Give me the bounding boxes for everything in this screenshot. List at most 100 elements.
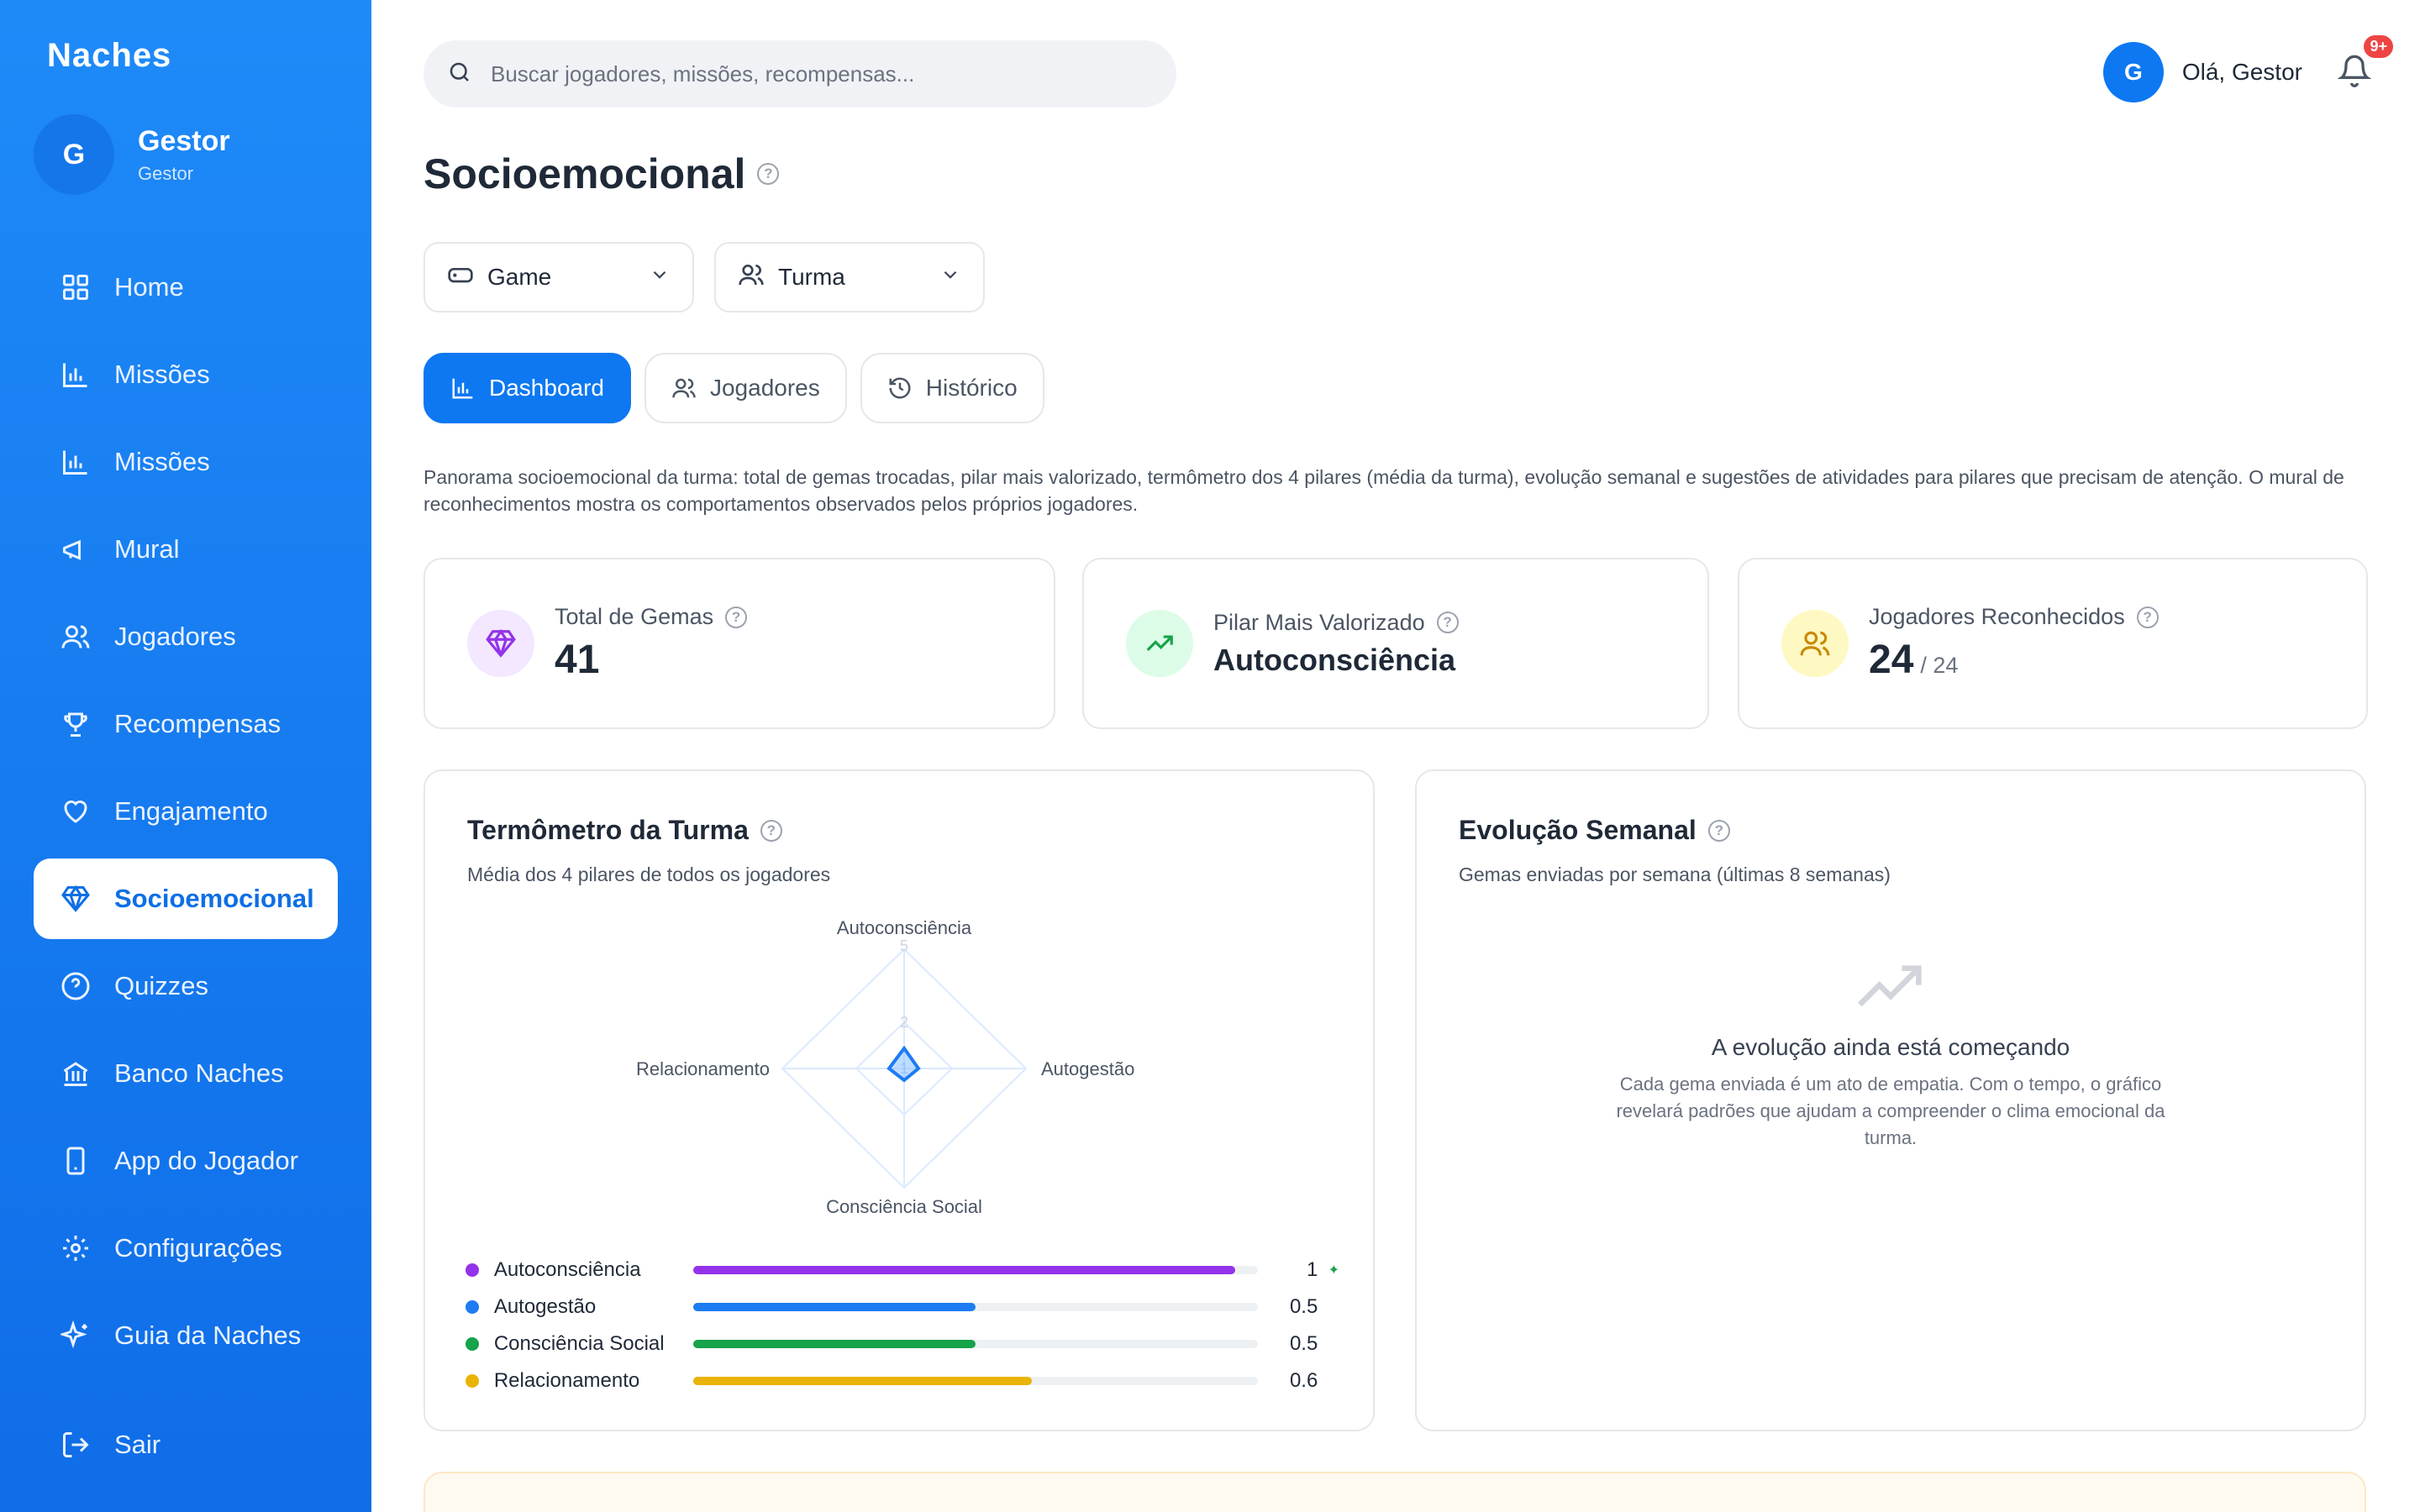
avatar: G bbox=[34, 114, 114, 195]
bar-chart-icon bbox=[59, 358, 92, 391]
pillar-bar bbox=[693, 1266, 1236, 1274]
sparkles-icon bbox=[59, 1319, 92, 1352]
stat-card-players: Jogadores Reconhecidos? 24/ 24 bbox=[1738, 558, 2368, 729]
stat-label: Jogadores Reconhecidos bbox=[1869, 604, 2125, 629]
search-icon bbox=[447, 60, 472, 89]
user-area: G Olá, Gestor 9+ bbox=[2102, 35, 2393, 102]
tab-jogadores[interactable]: Jogadores bbox=[644, 353, 847, 423]
pillar-name: Consciência Social bbox=[493, 1332, 665, 1355]
pillar-value: 0.6 bbox=[1289, 1369, 1318, 1392]
greeting: Olá, Gestor bbox=[2181, 59, 2302, 85]
help-icon[interactable]: ? bbox=[757, 163, 780, 185]
heart-icon bbox=[59, 795, 92, 828]
radar-tick: 5 bbox=[900, 937, 908, 954]
stat-value: Autoconsciência bbox=[1213, 642, 1456, 677]
stat-card-pillar: Pilar Mais Valorizado? Autoconsciência bbox=[1082, 558, 1709, 729]
sidebar-item-label: Jogadores bbox=[114, 622, 236, 651]
pillar-row: Relacionamento 0.6 bbox=[466, 1362, 1339, 1399]
grid-icon bbox=[59, 270, 92, 304]
game-select-label: Game bbox=[487, 264, 552, 290]
sidebar-item-banco[interactable]: Banco Naches bbox=[34, 1033, 338, 1114]
page-description: Panorama socioemocional da turma: total … bbox=[424, 466, 2344, 515]
pillar-track bbox=[693, 1377, 1259, 1385]
sidebar-item-recompensas[interactable]: Recompensas bbox=[34, 684, 338, 764]
users-icon bbox=[1781, 610, 1849, 677]
sidebar-item-missoes-2[interactable]: Missões bbox=[34, 422, 338, 502]
legend-dot bbox=[466, 1263, 479, 1277]
sidebar-item-guia[interactable]: Guia da Naches bbox=[34, 1295, 338, 1376]
bar-chart-icon bbox=[59, 445, 92, 479]
logout-label: Sair bbox=[114, 1430, 161, 1459]
bell-icon bbox=[2337, 54, 2372, 92]
sidebar-item-label: Missões bbox=[114, 360, 210, 389]
sidebar-item-home[interactable]: Home bbox=[34, 247, 338, 328]
brand-logo[interactable]: Naches bbox=[47, 37, 172, 74]
help-icon[interactable]: ? bbox=[760, 819, 782, 842]
empty-title: A evolução ainda está começando bbox=[1711, 1034, 2070, 1060]
help-icon[interactable]: ? bbox=[725, 606, 748, 628]
class-select[interactable]: Turma bbox=[714, 242, 985, 312]
users-icon bbox=[738, 261, 765, 294]
panel-subtitle: Média dos 4 pilares de todos os jogadore… bbox=[467, 864, 831, 885]
profile-name: Gestor bbox=[138, 124, 230, 157]
smartphone-icon bbox=[59, 1144, 92, 1178]
search-bar[interactable] bbox=[424, 40, 1176, 108]
stat-label: Total de Gemas bbox=[555, 604, 714, 629]
notification-badge: 9+ bbox=[2364, 35, 2393, 58]
pillar-track bbox=[693, 1266, 1259, 1274]
sidebar-item-engajamento[interactable]: Engajamento bbox=[34, 771, 338, 852]
gear-icon bbox=[59, 1231, 92, 1265]
megaphone-icon bbox=[59, 533, 92, 566]
trophy-icon bbox=[59, 707, 92, 741]
gem-icon bbox=[59, 882, 92, 916]
stat-value: 41 bbox=[555, 638, 600, 682]
tab-label: Histórico bbox=[925, 375, 1018, 401]
sidebar-item-label: Missões bbox=[114, 447, 210, 476]
sidebar-item-label: Guia da Naches bbox=[114, 1320, 302, 1350]
sidebar-item-label: Mural bbox=[114, 534, 180, 564]
logout-button[interactable]: Sair bbox=[34, 1404, 338, 1485]
pillar-value: 1 bbox=[1306, 1258, 1318, 1281]
panel-title: Termômetro da Turma bbox=[467, 815, 749, 845]
tab-label: Dashboard bbox=[489, 375, 604, 401]
search-input[interactable] bbox=[491, 60, 1146, 87]
sidebar-item-quizzes[interactable]: Quizzes bbox=[34, 946, 338, 1026]
help-icon[interactable]: ? bbox=[2136, 606, 2159, 628]
pillar-value: 0.5 bbox=[1289, 1295, 1318, 1318]
sidebar-item-label: Home bbox=[114, 272, 184, 302]
tab-dashboard[interactable]: Dashboard bbox=[424, 353, 631, 423]
sidebar-item-mural[interactable]: Mural bbox=[34, 509, 338, 590]
history-icon bbox=[887, 375, 913, 401]
sidebar-item-label: Engajamento bbox=[114, 796, 268, 826]
notifications-button[interactable]: 9+ bbox=[2334, 35, 2393, 92]
sidebar-item-missoes[interactable]: Missões bbox=[34, 334, 338, 415]
trending-up-icon bbox=[1126, 610, 1193, 677]
sidebar-item-app[interactable]: App do Jogador bbox=[34, 1121, 338, 1201]
sidebar-item-label: Recompensas bbox=[114, 709, 281, 738]
pillar-name: Relacionamento bbox=[493, 1369, 640, 1392]
pillar-row: Autoconsciência 1 ✦ bbox=[466, 1252, 1339, 1289]
help-icon[interactable]: ? bbox=[1436, 612, 1459, 633]
sidebar-item-label: Configurações bbox=[114, 1233, 282, 1263]
pillar-row: Autogestão 0.5 bbox=[466, 1289, 1339, 1326]
sparkle-icon: ✦ bbox=[1328, 1263, 1340, 1278]
stat-value: 24 bbox=[1869, 638, 1914, 682]
pillar-row: Consciência Social 0.5 bbox=[466, 1326, 1339, 1362]
tab-label: Jogadores bbox=[709, 375, 820, 401]
sidebar-item-label: Quizzes bbox=[114, 971, 208, 1000]
tab-historico[interactable]: Histórico bbox=[860, 353, 1044, 423]
chevron-down-icon bbox=[649, 264, 671, 291]
help-icon[interactable]: ? bbox=[1707, 819, 1730, 842]
radar-tick: 2 bbox=[900, 1014, 908, 1031]
game-select[interactable]: Game bbox=[424, 242, 694, 312]
page-title-row: Socioemocional ? bbox=[424, 150, 780, 198]
radar-area bbox=[886, 1045, 921, 1083]
sidebar-item-socioemocional[interactable]: Socioemocional bbox=[34, 858, 338, 939]
empty-description: Cada gema enviada é um ato de empatia. C… bbox=[1616, 1074, 2165, 1148]
radar-label-top: Autoconsciência bbox=[837, 917, 972, 938]
avatar[interactable]: G bbox=[2102, 42, 2164, 102]
panel-title: Evolução Semanal bbox=[1459, 815, 1697, 845]
sidebar-item-configuracoes[interactable]: Configurações bbox=[34, 1208, 338, 1289]
sidebar-item-jogadores[interactable]: Jogadores bbox=[34, 596, 338, 677]
radar-label-right: Autogestão bbox=[1041, 1058, 1134, 1079]
